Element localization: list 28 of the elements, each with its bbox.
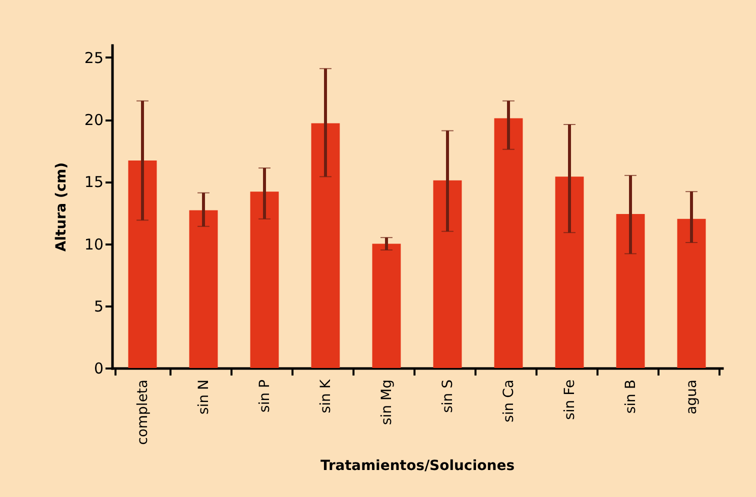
bar — [189, 210, 218, 368]
bar — [433, 180, 462, 368]
bar — [311, 123, 340, 368]
y-tick-label: 0 — [94, 360, 104, 378]
bar — [677, 218, 706, 368]
y-axis-title: Altura (cm) — [53, 162, 70, 252]
bar — [555, 176, 584, 368]
y-tick-label: 15 — [84, 173, 104, 192]
bar — [494, 118, 523, 368]
x-tick-label: sin S — [440, 379, 456, 413]
x-tick-label: sin Fe — [562, 380, 578, 420]
x-tick-label: agua — [684, 380, 700, 414]
bar — [128, 160, 157, 368]
x-tick-label: sin Ca — [501, 380, 517, 422]
y-tick-label: 10 — [84, 235, 104, 254]
x-tick-label: sin Mg — [379, 380, 395, 425]
bar — [616, 214, 645, 368]
y-tick-label: 25 — [84, 48, 104, 67]
x-tick-label: sin P — [257, 380, 273, 412]
x-tick-label: completa — [135, 380, 151, 445]
bar — [250, 192, 279, 368]
y-tick-label: 20 — [84, 111, 104, 130]
y-tick-label: 5 — [94, 297, 104, 316]
bar — [372, 244, 401, 368]
x-tick-label: sin B — [623, 380, 639, 414]
x-tick-label: sin K — [318, 378, 334, 414]
x-tick-label: sin N — [196, 380, 212, 414]
x-axis-title: Tratamientos/Soluciones — [320, 458, 515, 474]
